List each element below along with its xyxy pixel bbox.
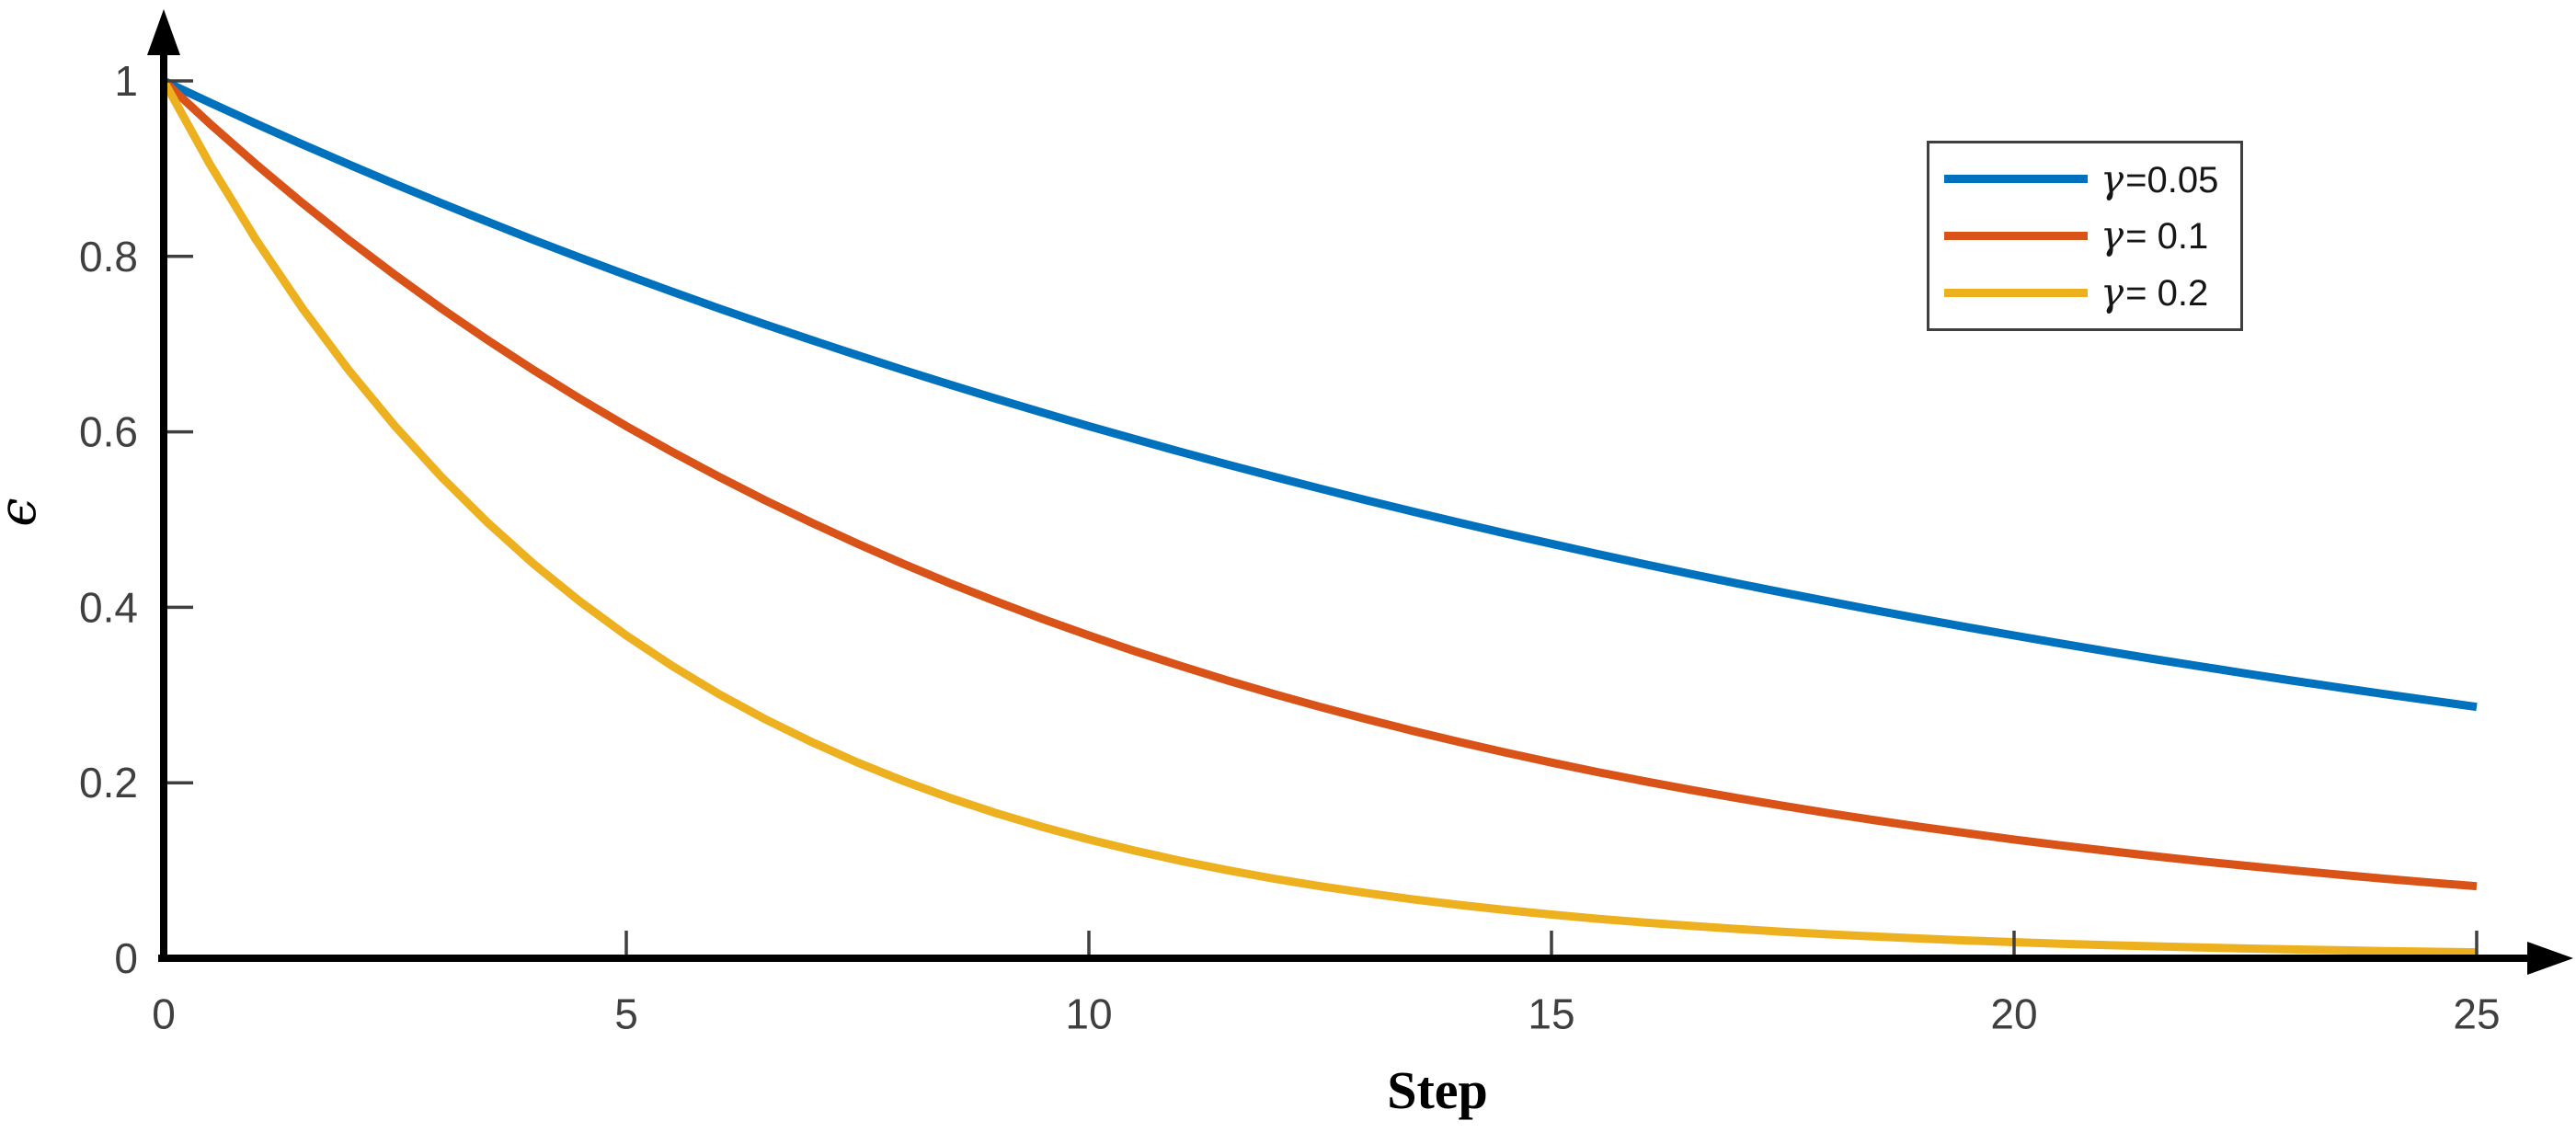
- series-line-2: [160, 78, 2478, 957]
- y-tick-label: 0.6: [79, 408, 138, 456]
- legend-item-gamma-02: γ = 0.2: [1944, 273, 2240, 312]
- series-line-1: [160, 77, 2478, 891]
- legend-label: γ =0.05: [2101, 155, 2219, 201]
- legend-value: = 0.1: [2125, 216, 2209, 257]
- y-axis-title: ϵ: [0, 498, 48, 526]
- y-tick-label: 1: [114, 57, 138, 105]
- gamma-symbol: γ: [2101, 155, 2124, 201]
- legend-line-swatch-blue: [1944, 175, 2088, 184]
- y-axis-arrow-icon: [147, 9, 180, 55]
- y-tick-label: 0.8: [79, 233, 138, 280]
- legend-value: = 0.2: [2125, 273, 2209, 315]
- legend-item-gamma-005: γ =0.05: [1944, 155, 2240, 201]
- legend-item-gamma-01: γ = 0.1: [1944, 216, 2240, 255]
- legend-label: γ = 0.2: [2101, 269, 2209, 315]
- x-tick-label: 15: [1528, 990, 1574, 1038]
- x-tick-label: 10: [1065, 990, 1112, 1038]
- y-tick-label: 0.4: [79, 583, 138, 631]
- gamma-symbol: γ: [2101, 269, 2124, 315]
- legend-label: γ = 0.1: [2101, 212, 2209, 258]
- legend: γ =0.05 γ = 0.1 γ = 0.2: [1927, 141, 2243, 331]
- legend-line-swatch-yellow: [1944, 288, 2088, 297]
- gamma-symbol: γ: [2101, 212, 2124, 258]
- y-tick-label: 0.2: [79, 759, 138, 807]
- x-tick-label: 0: [152, 990, 176, 1038]
- x-tick-label: 5: [614, 990, 638, 1038]
- legend-value: =0.05: [2125, 159, 2219, 200]
- x-axis-title: Step: [1387, 1060, 1488, 1120]
- x-axis-arrow-icon: [2527, 942, 2573, 975]
- legend-line-swatch-orange: [1944, 231, 2088, 240]
- x-tick-label: 25: [2453, 990, 2500, 1038]
- series-line-0: [162, 76, 2478, 712]
- y-tick-label: 0: [114, 934, 138, 982]
- x-tick-label: 20: [1990, 990, 2037, 1038]
